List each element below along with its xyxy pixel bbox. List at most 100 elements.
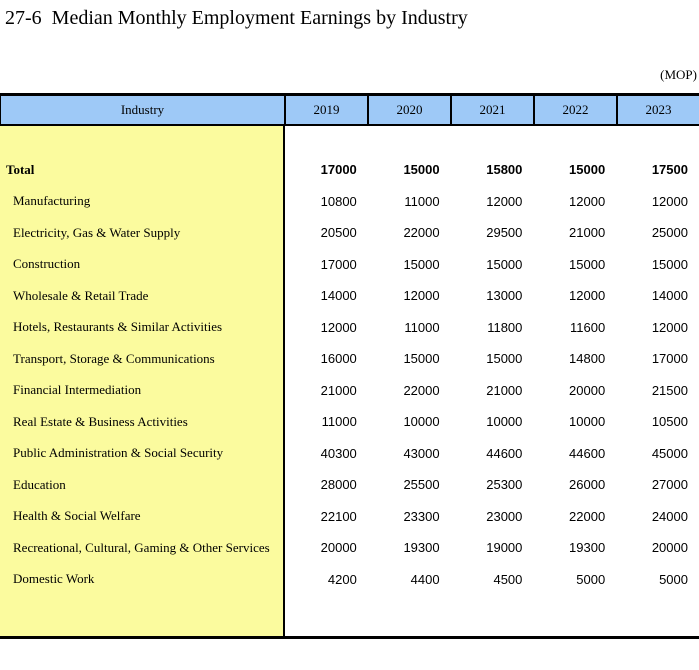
page-title: 27-6 Median Monthly Employment Earnings … <box>5 7 468 29</box>
row-label: Financial Intermediation <box>0 374 285 406</box>
value-2020: 15000 <box>403 351 440 367</box>
value-2019: 12000 <box>320 319 357 335</box>
value-2023: 17500 <box>651 162 688 178</box>
value-2023: 5000 <box>659 571 688 587</box>
value-2022: 5000 <box>576 571 606 587</box>
value-2023: 20000 <box>651 540 688 556</box>
value-2020: 23300 <box>403 508 440 524</box>
value-2023: 25000 <box>651 225 688 241</box>
value-2022: 26000 <box>569 477 606 493</box>
value-2022: 11600 <box>570 319 606 335</box>
header-year-2022: 2022 <box>535 96 618 124</box>
value-2019: 17000 <box>320 256 357 272</box>
spacer-row-top <box>0 126 699 154</box>
table-row-manufacturing: Manufacturing 10800 11000 12000 12000 12… <box>0 185 699 217</box>
value-2019: 40300 <box>320 445 357 461</box>
value-2021: 15000 <box>486 256 523 272</box>
row-label: Recreational, Cultural, Gaming & Other S… <box>0 532 285 564</box>
row-label: Construction <box>0 248 285 280</box>
value-2022: 14800 <box>569 351 606 367</box>
table-row-real-estate: Real Estate & Business Activities 11000 … <box>0 406 699 438</box>
value-2021: 29500 <box>486 225 523 241</box>
table-row-public-administration: Public Administration & Social Security … <box>0 437 699 469</box>
value-2023: 10500 <box>651 414 688 430</box>
row-label: Wholesale & Retail Trade <box>0 280 285 312</box>
value-2022: 22000 <box>569 508 606 524</box>
value-2020: 25500 <box>403 477 440 493</box>
header-year-2020: 2020 <box>369 96 452 124</box>
header-industry: Industry <box>1 96 286 124</box>
row-label: Education <box>0 469 285 501</box>
value-2022: 44600 <box>569 445 606 461</box>
value-2023: 17000 <box>651 351 688 367</box>
table-row-hotels-restaurants: Hotels, Restaurants & Similar Activities… <box>0 311 699 343</box>
value-2020: 19300 <box>403 540 440 556</box>
value-2019: 11000 <box>321 414 357 430</box>
value-2021: 13000 <box>486 288 523 304</box>
value-2022: 12000 <box>569 288 606 304</box>
value-2022: 12000 <box>569 193 606 209</box>
value-2019: 10800 <box>320 193 357 209</box>
value-2021: 10000 <box>486 414 523 430</box>
value-2020: 11000 <box>404 319 440 335</box>
value-2020: 11000 <box>404 193 440 209</box>
value-2023: 12000 <box>651 319 688 335</box>
value-2023: 21500 <box>651 382 688 398</box>
row-label: Hotels, Restaurants & Similar Activities <box>0 311 285 343</box>
header-year-2023: 2023 <box>645 102 672 117</box>
value-2019: 20000 <box>320 540 357 556</box>
industry-column-filler <box>0 126 285 154</box>
value-2021: 15000 <box>486 351 523 367</box>
value-2020: 15000 <box>403 256 440 272</box>
table-row-wholesale-retail: Wholesale & Retail Trade 14000 12000 130… <box>0 280 699 312</box>
table-row-transport-storage: Transport, Storage & Communications 1600… <box>0 343 699 375</box>
table-row-construction: Construction 17000 15000 15000 15000 150… <box>0 248 699 280</box>
value-2019: 16000 <box>320 351 357 367</box>
earnings-table: Industry 2019 2020 2021 2022 2023 Total … <box>0 93 699 639</box>
value-2022: 15000 <box>569 162 606 178</box>
value-2022: 10000 <box>569 414 606 430</box>
header-year-2019: 2019 <box>286 96 369 124</box>
table-row-financial-intermediation: Financial Intermediation 21000 22000 210… <box>0 374 699 406</box>
row-label: Total <box>0 154 285 186</box>
value-2021: 4500 <box>493 571 523 587</box>
value-2022: 15000 <box>569 256 606 272</box>
table-row-domestic-work: Domestic Work 4200 4400 4500 5000 5000 <box>0 563 699 595</box>
table-row-total: Total 17000 15000 15800 15000 17500 <box>0 154 699 186</box>
value-2020: 12000 <box>403 288 440 304</box>
header-year-2021: 2021 <box>452 96 535 124</box>
row-label: Health & Social Welfare <box>0 500 285 532</box>
value-2023: 27000 <box>651 477 688 493</box>
value-2021: 11800 <box>487 319 523 335</box>
unit-label: (MOP) <box>660 67 697 82</box>
row-label: Manufacturing <box>0 185 285 217</box>
row-label: Domestic Work <box>0 563 285 595</box>
table-row-health-social-welfare: Health & Social Welfare 22100 23300 2300… <box>0 500 699 532</box>
industry-column-filler <box>0 595 285 636</box>
spacer-row-bottom <box>0 595 699 636</box>
table-body: Total 17000 15000 15800 15000 17500 Manu… <box>0 126 699 636</box>
value-2022: 19300 <box>569 540 606 556</box>
row-label: Public Administration & Social Security <box>0 437 285 469</box>
table-row-education: Education 28000 25500 25300 26000 27000 <box>0 469 699 501</box>
value-2023: 45000 <box>651 445 688 461</box>
value-2023: 24000 <box>651 508 688 524</box>
value-2020: 43000 <box>403 445 440 461</box>
value-2019: 14000 <box>320 288 357 304</box>
value-2020: 10000 <box>403 414 440 430</box>
value-2021: 23000 <box>486 508 523 524</box>
value-2019: 28000 <box>320 477 357 493</box>
row-label: Real Estate & Business Activities <box>0 406 285 438</box>
value-2023: 14000 <box>651 288 688 304</box>
value-2021: 44600 <box>486 445 523 461</box>
value-2019: 22100 <box>320 508 357 524</box>
row-label: Electricity, Gas & Water Supply <box>0 217 285 249</box>
value-2019: 21000 <box>320 382 357 398</box>
value-2020: 15000 <box>403 162 440 178</box>
value-2021: 25300 <box>486 477 523 493</box>
value-2019: 20500 <box>320 225 357 241</box>
value-2021: 21000 <box>486 382 523 398</box>
value-2019: 4200 <box>327 571 357 587</box>
table-header-row: Industry 2019 2020 2021 2022 2023 <box>0 93 699 126</box>
